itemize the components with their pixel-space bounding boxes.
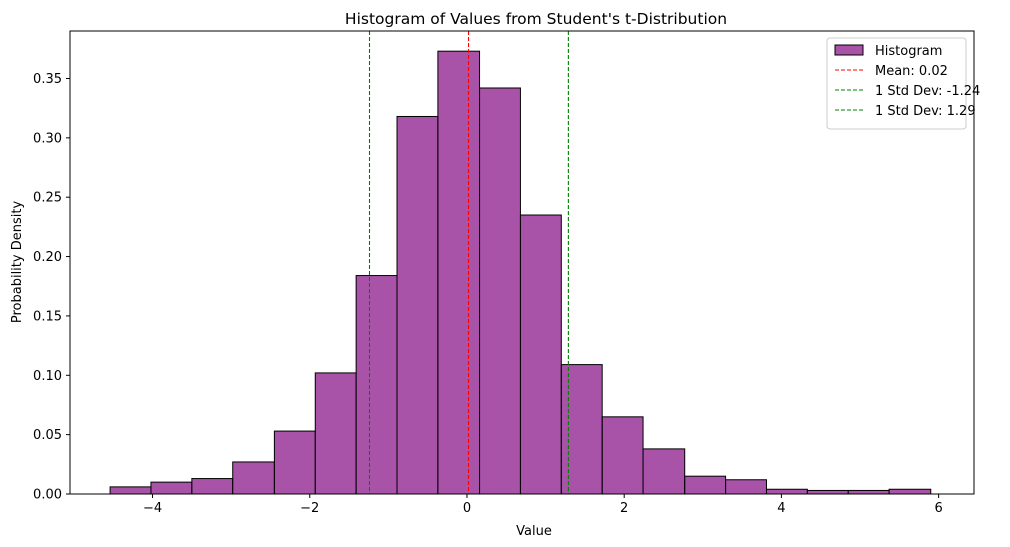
y-tick-label: 0.25	[33, 191, 62, 206]
legend-label: 1 Std Dev: -1.24	[875, 84, 980, 99]
histogram-bar	[560, 364, 603, 495]
y-tick-label: 0.10	[33, 369, 62, 384]
y-tick-label: 0.00	[33, 488, 62, 503]
histogram-bar	[765, 488, 808, 495]
x-tick-label: 6	[934, 501, 942, 516]
histogram-bar	[847, 489, 890, 495]
histogram-bar	[888, 488, 932, 495]
histogram-bar	[232, 461, 275, 495]
x-tick-label: 0	[463, 501, 471, 516]
histogram-bar	[355, 275, 398, 495]
y-tick-label: 0.20	[33, 250, 62, 265]
y-tick-label: 0.15	[33, 309, 62, 324]
legend: Histogram Mean: 0.02 1 Std Dev: -1.24 1 Std…	[826, 37, 980, 130]
y-axis-label: Probability Density	[10, 201, 25, 324]
histogram-bar	[191, 478, 234, 495]
x-tick-label: 2	[620, 501, 628, 516]
histogram-bar	[725, 479, 767, 495]
histogram-bar	[601, 416, 644, 495]
histogram-bar	[684, 475, 727, 495]
histogram-bar	[519, 214, 562, 495]
legend-label: 1 Std Dev: 1.29	[875, 104, 976, 119]
histogram-bar	[806, 489, 849, 495]
y-tick-label: 0.35	[33, 72, 62, 87]
x-tick-label: 4	[777, 501, 785, 516]
legend-label: Mean: 0.02	[875, 64, 948, 79]
legend-box	[826, 37, 967, 130]
plot-frame	[69, 30, 975, 495]
histogram-bar	[273, 430, 316, 495]
histogram-bar	[314, 372, 357, 495]
histogram-bar	[479, 87, 521, 495]
x-tick-label: −2	[300, 501, 319, 516]
histogram-bar	[396, 115, 439, 495]
x-tick-label: −4	[143, 501, 162, 516]
y-tick-label: 0.05	[33, 428, 62, 443]
legend-swatch-histogram	[834, 44, 864, 56]
y-tick-label: 0.30	[33, 131, 62, 146]
histogram-bar	[437, 50, 481, 495]
histogram-bar	[150, 481, 193, 495]
x-axis-label: Value	[516, 524, 552, 539]
histogram-bar	[109, 486, 152, 495]
chart-title: Histogram of Values from Student's t-Dis…	[345, 10, 727, 28]
histogram-bar	[642, 448, 686, 495]
legend-label-histogram: Histogram	[875, 44, 942, 59]
